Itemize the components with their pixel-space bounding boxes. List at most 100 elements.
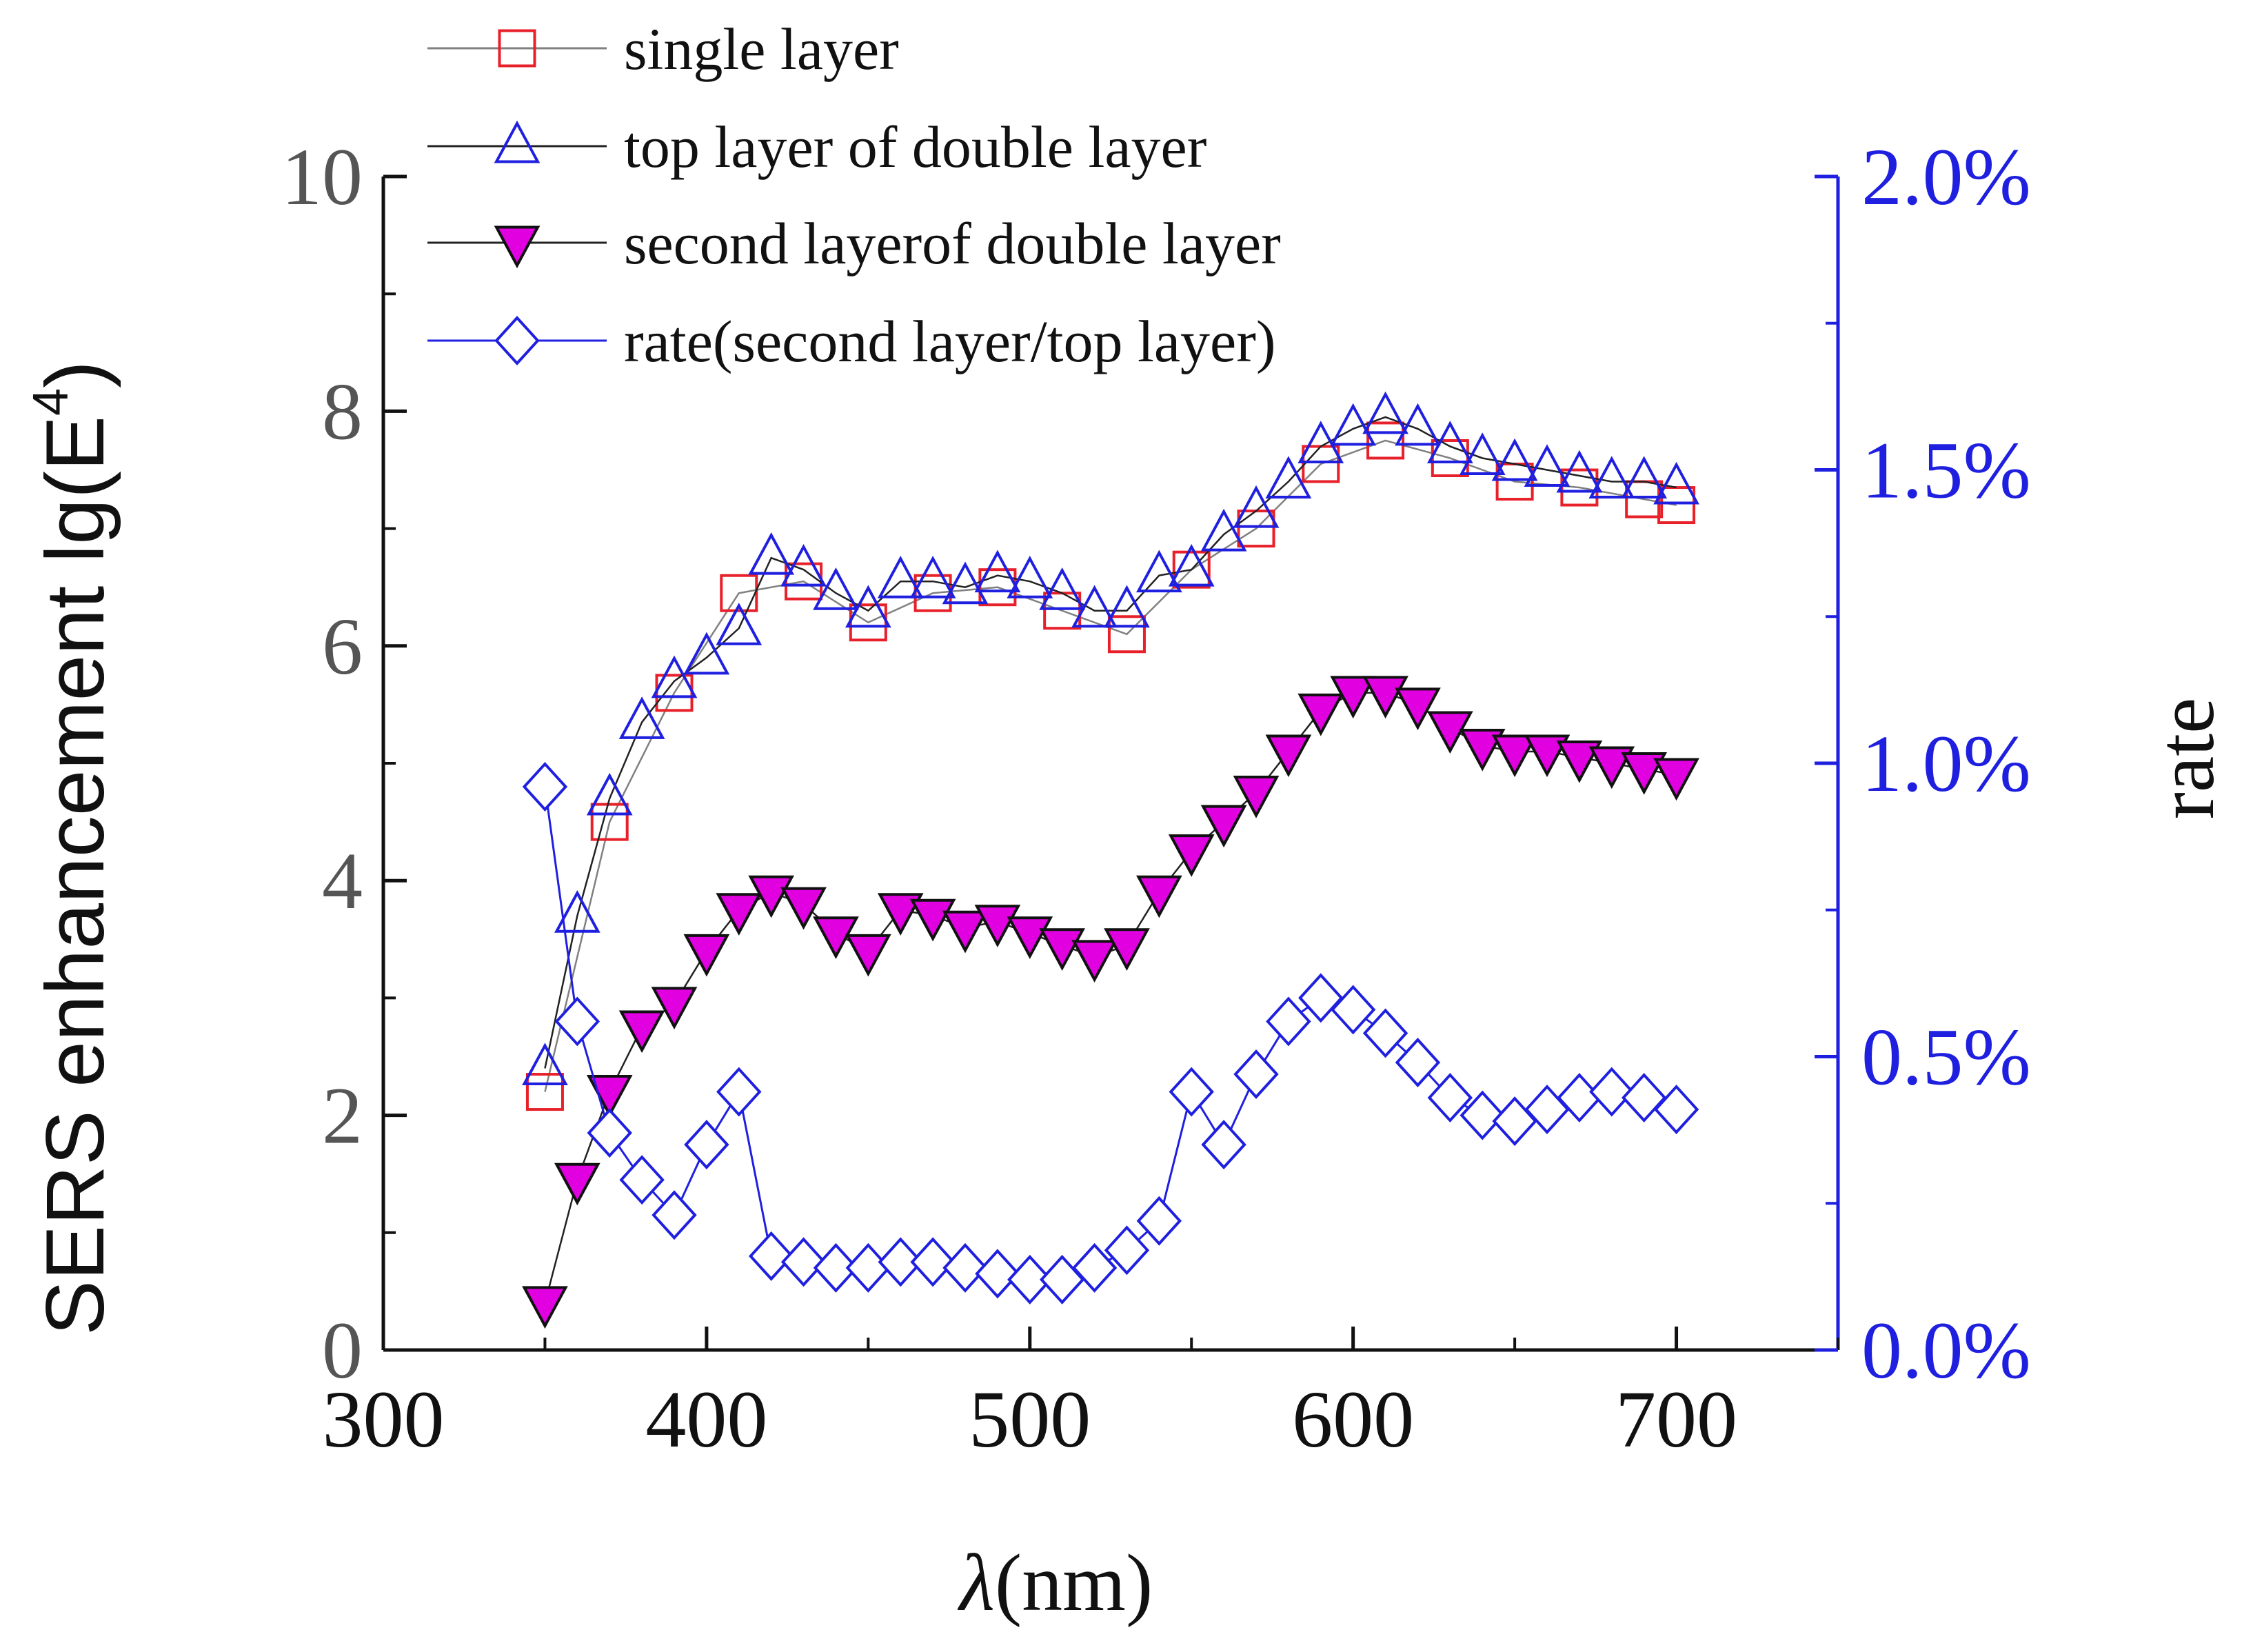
- data-point: [1007, 1254, 1053, 1305]
- y-axis-label-close: ): [29, 361, 121, 388]
- data-point: [618, 696, 665, 739]
- data-point: [1362, 1008, 1408, 1058]
- data-point: [845, 934, 891, 977]
- data-point: [1168, 543, 1215, 587]
- data-point: [845, 585, 891, 628]
- data-point: [877, 555, 924, 598]
- data-point: [1135, 550, 1182, 593]
- data-point: [813, 916, 859, 959]
- series-line: [544, 439, 1677, 1092]
- series-layer: [522, 391, 1699, 1329]
- data-point: [1362, 676, 1408, 719]
- data-point: [910, 1237, 956, 1287]
- data-point: [1657, 486, 1696, 525]
- data-point: [651, 655, 698, 698]
- data-point: [974, 550, 1021, 593]
- y2-tick-label: 2.0%: [1861, 132, 2031, 222]
- data-point: [1621, 456, 1668, 499]
- data-point: [1233, 1049, 1279, 1100]
- data-point: [1071, 940, 1118, 983]
- data-point: [780, 543, 827, 587]
- data-point: [1266, 996, 1311, 1047]
- data-point: [877, 893, 924, 936]
- series-line: [544, 692, 1677, 1304]
- x-tick-label: 600: [1292, 1374, 1414, 1464]
- data-point: [522, 762, 568, 812]
- y-axis-label-sup: 4: [23, 388, 79, 416]
- data-point: [1201, 1120, 1246, 1170]
- y2-axis-label: rate: [2141, 698, 2231, 820]
- data-point: [1427, 1073, 1473, 1123]
- data-point: [1588, 746, 1635, 789]
- data-point: [716, 1067, 762, 1117]
- y-tick-label: 8: [322, 366, 363, 456]
- data-point: [716, 603, 763, 645]
- data-point: [780, 1237, 827, 1287]
- legend-label: top layer of double layer: [624, 114, 1206, 180]
- data-point: [554, 1162, 600, 1206]
- series-4: [522, 762, 1699, 1305]
- y-tick-label: 4: [322, 836, 363, 926]
- legend-label: second layerof double layer: [624, 210, 1281, 276]
- y-axis: 0 2 4 6 8 10: [281, 132, 407, 1396]
- data-point: [1459, 728, 1506, 772]
- data-point: [1460, 1090, 1505, 1140]
- data-point: [1297, 693, 1344, 736]
- data-point: [1200, 805, 1247, 848]
- data-point: [554, 890, 600, 933]
- y-tick-label: 0: [322, 1305, 363, 1396]
- data-point: [780, 887, 827, 930]
- data-point: [942, 910, 989, 954]
- x-tick-label: 500: [969, 1374, 1091, 1464]
- data-point: [1589, 1067, 1635, 1117]
- series-3: [522, 676, 1699, 1329]
- data-point: [1491, 734, 1538, 778]
- x-tick-label: 400: [645, 1374, 767, 1464]
- data-point: [1168, 834, 1215, 877]
- y-tick-label: 10: [281, 132, 363, 222]
- x-axis-label: λ(nm): [958, 1538, 1153, 1628]
- data-point: [1071, 585, 1118, 628]
- legend-entry: rate(second layer/top layer): [427, 308, 1276, 374]
- x-axis-symbol: λ: [958, 1538, 995, 1628]
- data-point: [590, 803, 629, 841]
- data-point: [683, 632, 730, 675]
- y2-axis: 0.0% 0.5% 1.0% 1.5% 2.0%: [1815, 132, 2031, 1396]
- data-point: [1297, 421, 1344, 463]
- data-point: [652, 1190, 697, 1240]
- x-axis-unit: (nm): [995, 1538, 1153, 1628]
- legend-marker: [494, 120, 541, 163]
- data-point: [1135, 875, 1182, 918]
- data-point: [748, 1231, 794, 1281]
- data-point: [1107, 615, 1146, 654]
- data-point: [975, 1249, 1020, 1299]
- data-point: [1653, 461, 1699, 505]
- data-point: [683, 934, 730, 977]
- data-point: [1653, 1085, 1699, 1135]
- data-point: [748, 532, 795, 575]
- data-point: [909, 898, 956, 942]
- data-point: [1104, 928, 1150, 971]
- data-point: [1330, 676, 1377, 719]
- legend-entry: second layerof double layer: [427, 210, 1281, 276]
- data-point: [651, 987, 698, 1030]
- data-point: [1426, 421, 1473, 463]
- data-point: [1039, 928, 1086, 971]
- data-point: [1104, 585, 1150, 628]
- data-point: [587, 1108, 632, 1158]
- data-point: [716, 893, 763, 936]
- x-axis: 300 400 500 600 700: [323, 1327, 1839, 1464]
- data-point: [1007, 916, 1053, 959]
- data-point: [1459, 432, 1506, 475]
- data-point: [1136, 1196, 1182, 1246]
- y-axis-label: SERS enhancement lg(E4): [23, 361, 121, 1336]
- data-point: [586, 772, 633, 816]
- data-point: [720, 574, 758, 612]
- legend-marker: [494, 225, 541, 269]
- data-point: [522, 1042, 568, 1086]
- data-point: [845, 1242, 891, 1293]
- data-point: [909, 555, 956, 598]
- data-point: [1395, 687, 1441, 731]
- data-point: [878, 1237, 923, 1287]
- data-point: [1330, 985, 1376, 1035]
